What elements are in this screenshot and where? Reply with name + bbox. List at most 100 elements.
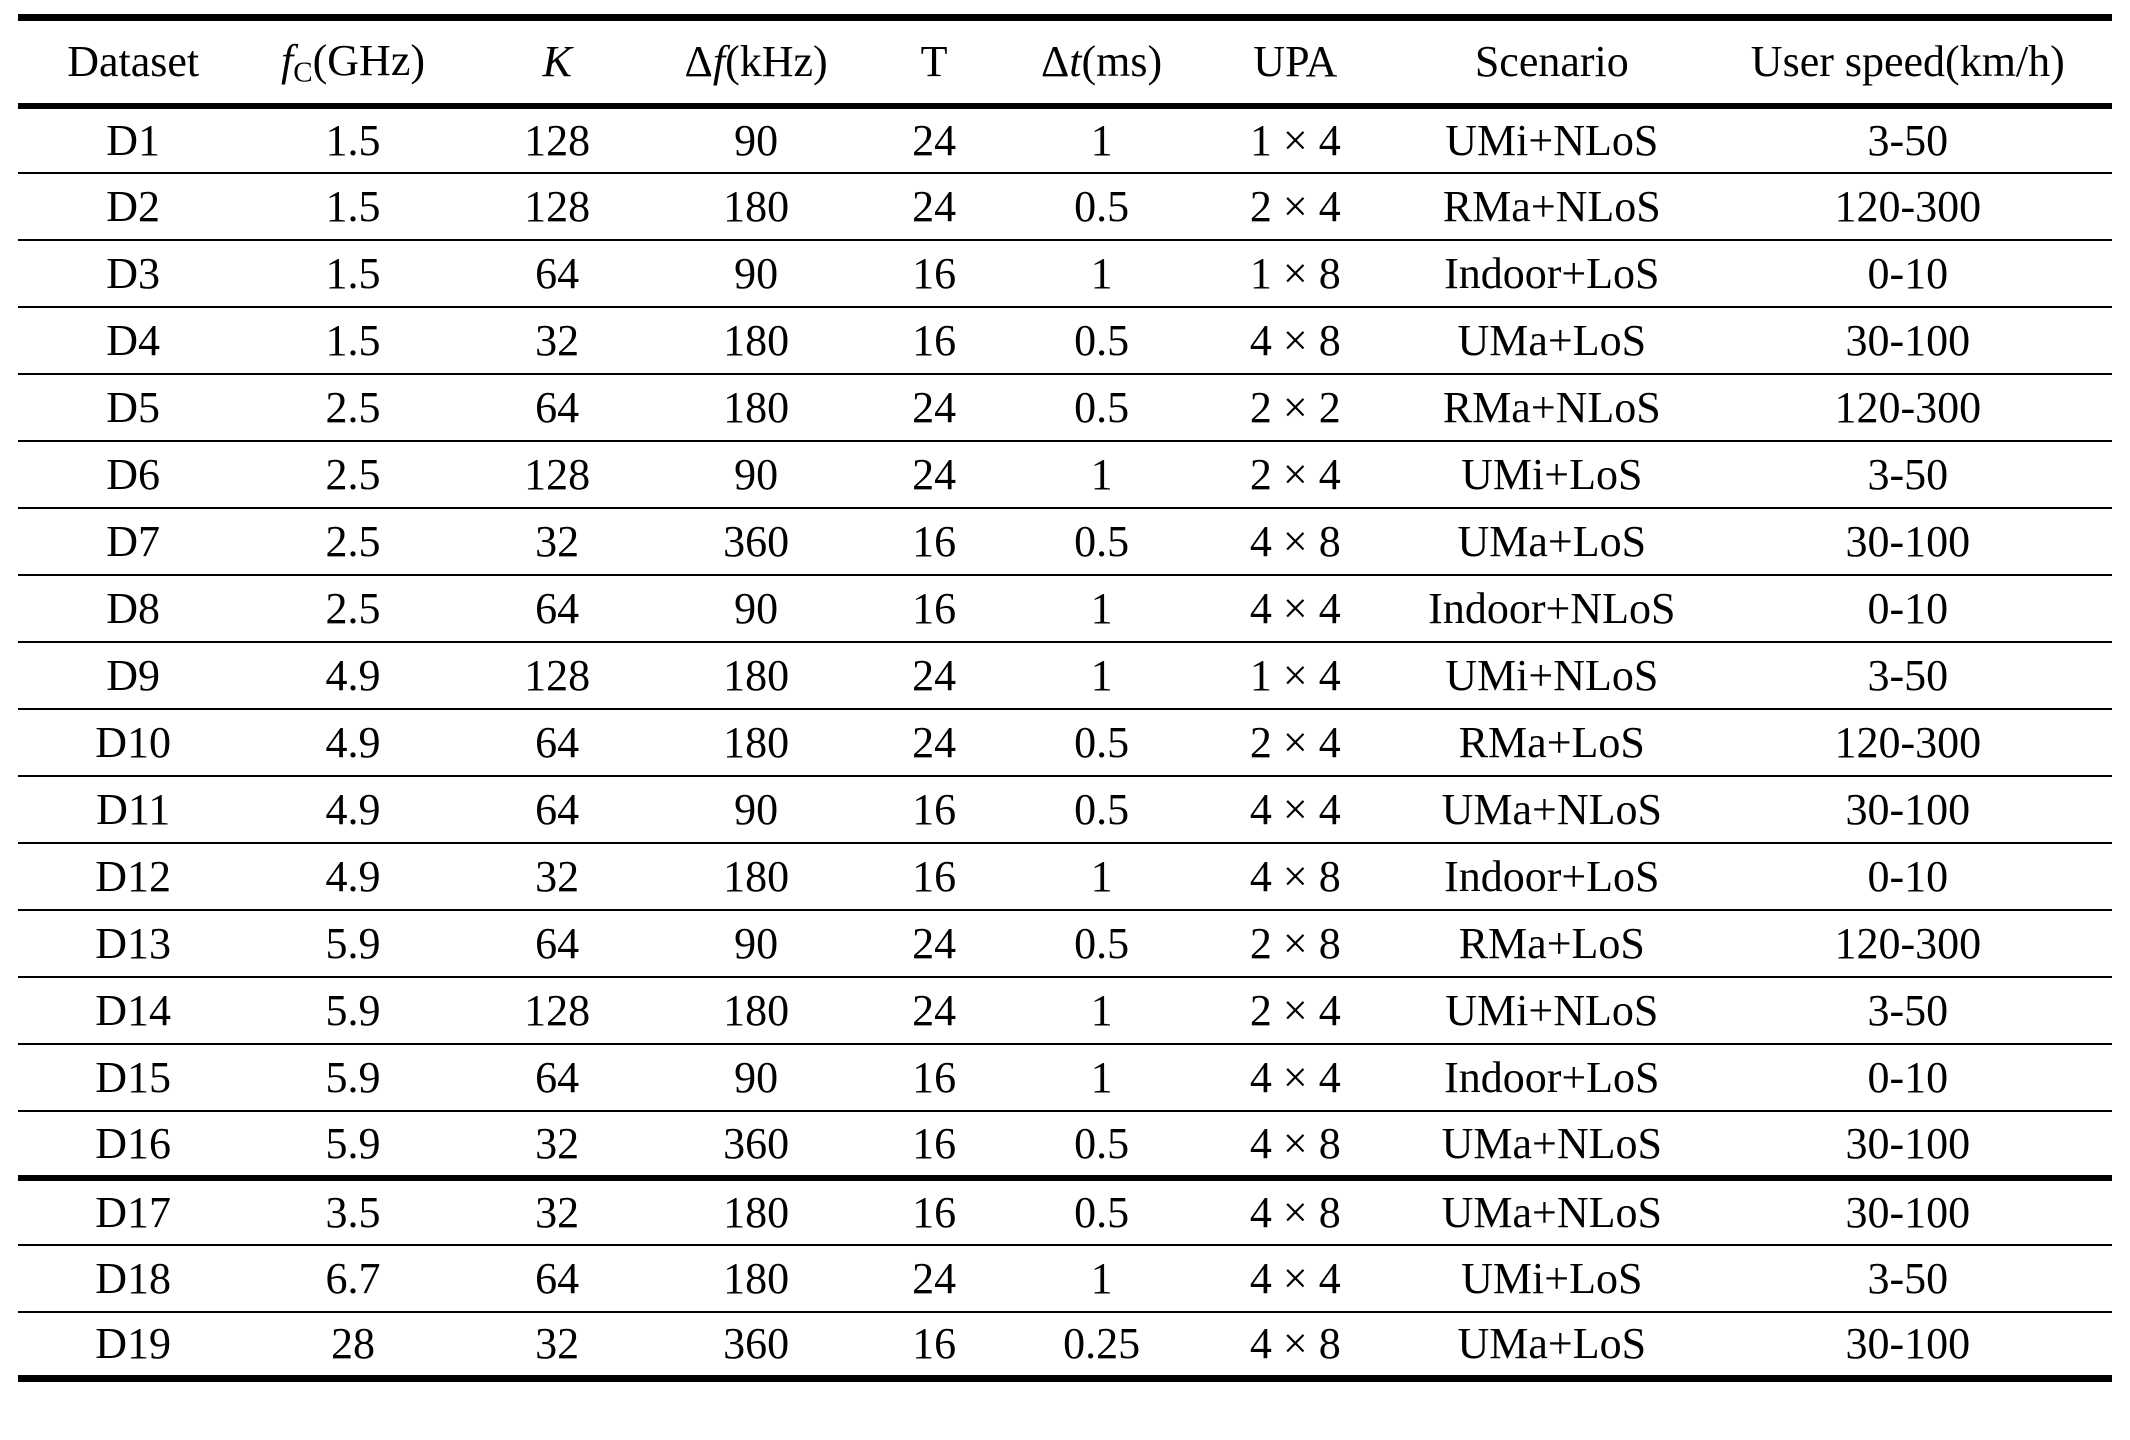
cell-t: 16	[912, 315, 957, 365]
cell-upa: 4 × 4	[1249, 784, 1341, 834]
cell-dataset: D14	[95, 985, 172, 1035]
cell-speed: 0-10	[1867, 583, 1949, 633]
cell-fc_ghz: 5.9	[325, 918, 381, 968]
cell-dt_ms: 0.5	[1074, 315, 1130, 365]
cell-dataset: D13	[95, 918, 172, 968]
cell-k: 64	[535, 382, 580, 432]
column-header-speed: User speed(km/h)	[1704, 18, 2112, 106]
cell-k: 64	[535, 784, 580, 834]
cell-upa: 2 × 4	[1249, 717, 1341, 767]
cell-dt_ms: 0.5	[1074, 1118, 1130, 1168]
cell-dt_ms: 0.5	[1074, 181, 1130, 231]
cell-speed: 120-300	[1834, 918, 1982, 968]
cell-dt_ms: 1	[1090, 1253, 1113, 1303]
cell-scenario: Indoor+LoS	[1444, 248, 1660, 298]
cell-k: 128	[524, 650, 591, 700]
cell-upa: 4 × 8	[1249, 851, 1341, 901]
cell-t: 24	[912, 985, 957, 1035]
cell-k: 128	[524, 985, 591, 1035]
header-label-segment: t	[1069, 37, 1082, 87]
cell-scenario: RMa+NLoS	[1442, 382, 1661, 432]
table-row-D12: D12 4.9 32 180 16 1 4 × 8 Indoor+LoS 0-10	[18, 843, 2112, 910]
cell-t: 16	[912, 516, 957, 566]
cell-fc_ghz: 1.5	[325, 181, 381, 231]
column-header-t: T	[856, 18, 1013, 106]
table-row-D10: D10 4.9 64 180 24 0.5 2 × 4 RMa+LoS 120-300	[18, 709, 2112, 776]
cell-speed: 3-50	[1867, 985, 1949, 1035]
table-row-D3: D3 1.5 64 90 16 1 1 × 8 Indoor+LoS 0-10	[18, 240, 2112, 307]
cell-t: 24	[912, 650, 957, 700]
column-header-dataset: Dataset	[18, 18, 248, 106]
cell-speed: 3-50	[1867, 650, 1949, 700]
table-row-D6: D6 2.5 128 90 24 1 2 × 4 UMi+LoS 3-50	[18, 441, 2112, 508]
table-row-D1: D1 1.5 128 90 24 1 1 × 4 UMi+NLoS 3-50	[18, 106, 2112, 173]
cell-speed: 3-50	[1867, 449, 1949, 499]
cell-dataset: D1	[106, 115, 161, 165]
column-header-scenario: Scenario	[1400, 18, 1704, 106]
cell-upa: 4 × 4	[1249, 583, 1341, 633]
cell-dt_ms: 1	[1090, 650, 1113, 700]
cell-dataset: D5	[106, 382, 161, 432]
cell-scenario: UMa+LoS	[1457, 516, 1647, 566]
table-row-D2: D2 1.5 128 180 24 0.5 2 × 4 RMa+NLoS 120-300	[18, 173, 2112, 240]
cell-speed: 30-100	[1845, 1319, 1971, 1369]
cell-k: 32	[535, 1187, 580, 1237]
cell-df_khz: 180	[723, 181, 790, 231]
table-row-D7: D7 2.5 32 360 16 0.5 4 × 8 UMa+LoS 30-100	[18, 508, 2112, 575]
cell-dataset: D4	[106, 315, 161, 365]
cell-df_khz: 90	[734, 1052, 779, 1102]
cell-scenario: Indoor+LoS	[1444, 851, 1660, 901]
cell-df_khz: 180	[723, 851, 790, 901]
cell-t: 16	[912, 1052, 957, 1102]
header-label-segment: (GHz)	[312, 35, 426, 85]
cell-k: 32	[535, 1319, 580, 1369]
header-row: Dataset fC(GHz) K Δf(kHz) T Δt(ms) UPA Scenario…	[18, 18, 2112, 106]
header-label-segment: UPA	[1253, 37, 1338, 87]
column-header-upa: UPA	[1191, 18, 1400, 106]
cell-t: 24	[912, 918, 957, 968]
cell-df_khz: 90	[734, 784, 779, 834]
cell-dataset: D7	[106, 516, 161, 566]
cell-df_khz: 360	[723, 516, 790, 566]
cell-scenario: Indoor+NLoS	[1428, 583, 1676, 633]
cell-speed: 120-300	[1834, 717, 1982, 767]
cell-df_khz: 90	[734, 583, 779, 633]
cell-upa: 4 × 8	[1249, 516, 1341, 566]
cell-upa: 4 × 8	[1249, 1187, 1341, 1237]
column-header-fc_ghz: fC(GHz)	[248, 18, 457, 106]
header-label-segment: Δ	[1041, 37, 1070, 87]
cell-scenario: UMi+LoS	[1461, 449, 1643, 499]
table-body: D1 1.5 128 90 24 1 1 × 4 UMi+NLoS 3-50 D2 1.5 128 18…	[18, 106, 2112, 1379]
cell-scenario: UMa+LoS	[1457, 1319, 1647, 1369]
cell-upa: 4 × 8	[1249, 1319, 1341, 1369]
cell-upa: 4 × 4	[1249, 1052, 1341, 1102]
header-label-segment: Scenario	[1474, 37, 1629, 87]
cell-t: 16	[912, 1187, 957, 1237]
cell-df_khz: 360	[723, 1118, 790, 1168]
cell-dataset: D10	[95, 717, 172, 767]
cell-df_khz: 180	[723, 315, 790, 365]
cell-dt_ms: 1	[1090, 851, 1113, 901]
cell-k: 128	[524, 449, 591, 499]
cell-speed: 3-50	[1867, 1253, 1949, 1303]
header-label-segment: T	[920, 37, 948, 87]
column-header-k: K	[458, 18, 657, 106]
table-row-D18: D18 6.7 64 180 24 1 4 × 4 UMi+LoS 3-50	[18, 1245, 2112, 1312]
cell-k: 64	[535, 583, 580, 633]
cell-upa: 2 × 4	[1249, 449, 1341, 499]
cell-df_khz: 180	[723, 1187, 790, 1237]
cell-k: 64	[535, 1253, 580, 1303]
cell-dataset: D9	[106, 650, 161, 700]
cell-dt_ms: 0.25	[1063, 1319, 1141, 1369]
cell-t: 24	[912, 115, 957, 165]
cell-fc_ghz: 28	[331, 1319, 376, 1369]
cell-k: 32	[535, 851, 580, 901]
cell-upa: 2 × 4	[1249, 985, 1341, 1035]
cell-upa: 1 × 8	[1249, 248, 1341, 298]
cell-fc_ghz: 2.5	[325, 516, 381, 566]
cell-upa: 4 × 4	[1249, 1253, 1341, 1303]
table-row-D14: D14 5.9 128 180 24 1 2 × 4 UMi+NLoS 3-50	[18, 977, 2112, 1044]
cell-dt_ms: 1	[1090, 583, 1113, 633]
cell-t: 16	[912, 851, 957, 901]
cell-speed: 30-100	[1845, 1187, 1971, 1237]
